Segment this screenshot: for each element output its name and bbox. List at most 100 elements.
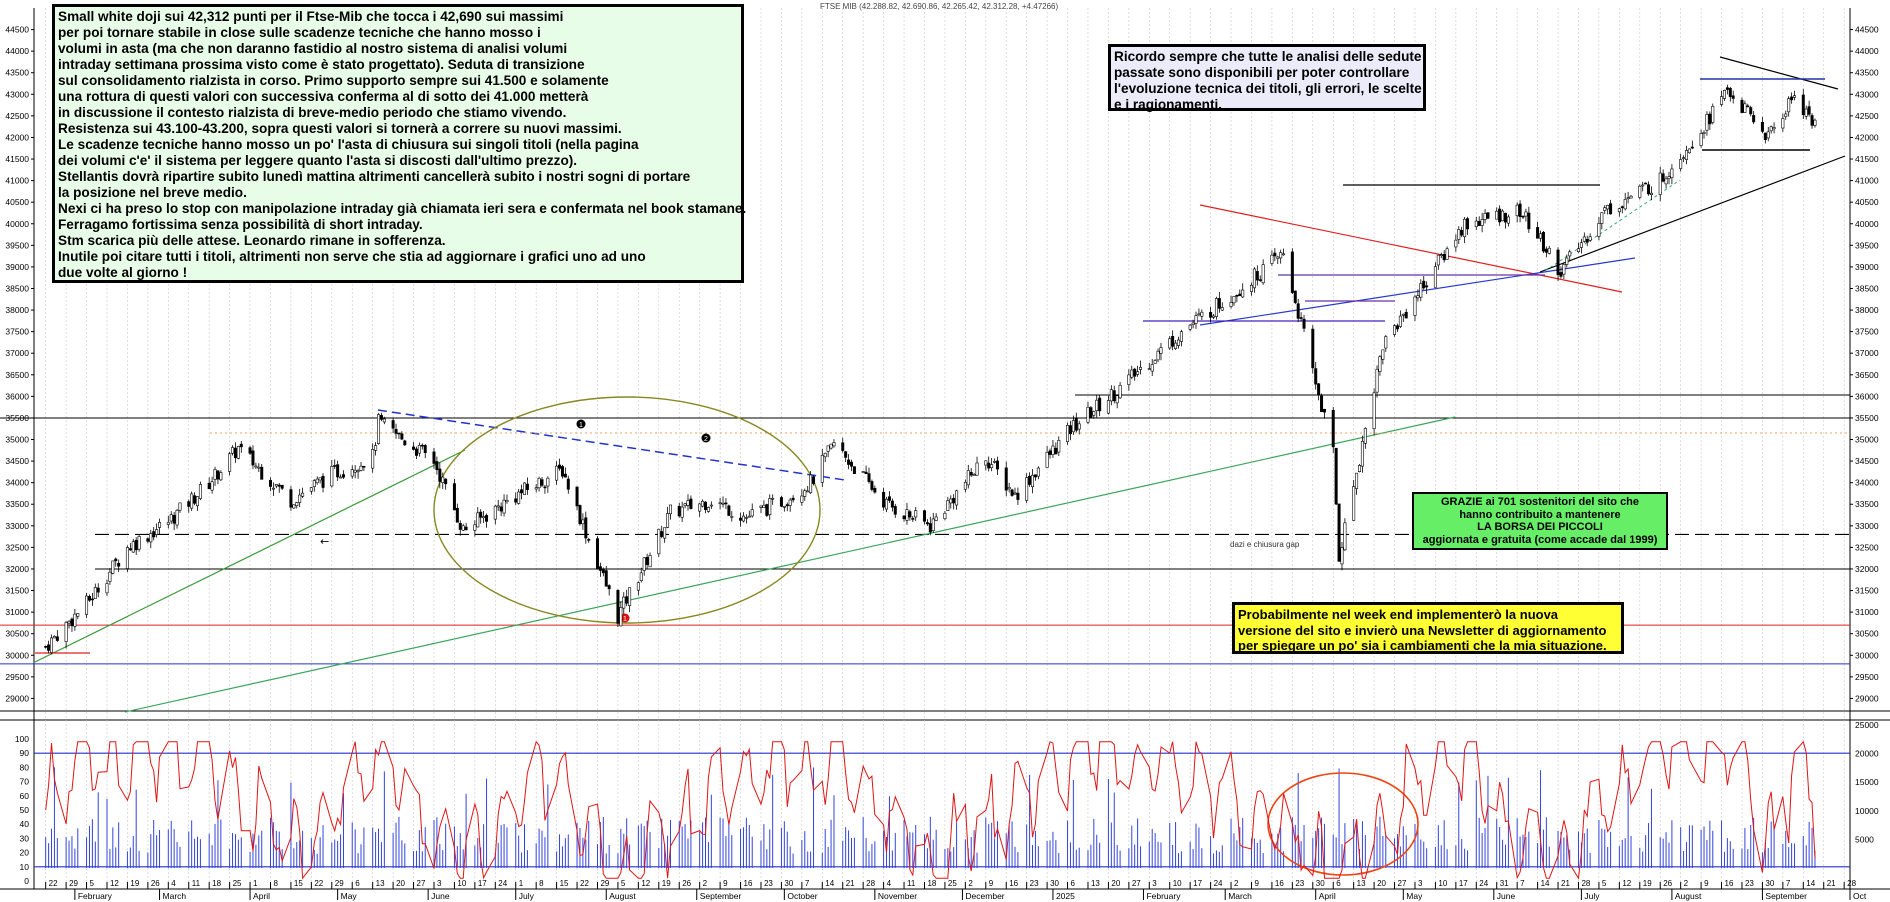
candle-body: [812, 476, 816, 484]
candle-body: [438, 468, 442, 482]
candle-body: [55, 636, 59, 641]
day-tick-label: 5: [90, 879, 95, 888]
price-tick-label-right: 32000: [1855, 564, 1879, 574]
candle-body: [1667, 176, 1671, 179]
main-note-line: Nexi ci ha preso lo stop con manipolazio…: [58, 201, 747, 216]
candle-body: [601, 568, 605, 574]
candle-body: [928, 523, 932, 533]
candle-body: [648, 555, 652, 568]
reminder-note-line: l'evoluzione tecnica dei titoli, gli err…: [1114, 81, 1422, 96]
candle-body: [1057, 439, 1061, 453]
candle-body: [946, 500, 950, 512]
oscillator-axis: 0 10 20 30 40 50 60 70 80 90 100: [15, 734, 1850, 886]
day-tick-label: 5: [1602, 879, 1607, 888]
candle-body: [721, 502, 725, 505]
candle-body: [1600, 212, 1604, 224]
candle-body: [829, 443, 833, 449]
oscillator-tick-label: 0: [24, 876, 29, 886]
main-note-line: Ferragamo fortissima senza possibilità d…: [58, 217, 423, 232]
candle-body: [233, 447, 237, 459]
candle-body: [50, 637, 54, 653]
candle-body: [193, 495, 197, 504]
month-label: July: [1584, 891, 1600, 901]
day-tick-label: 3: [1418, 879, 1423, 888]
candle-body: [680, 506, 684, 518]
candle-body: [750, 509, 754, 517]
candle-body: [108, 571, 112, 582]
candle-body: [1013, 492, 1017, 495]
day-tick-label: 2: [968, 879, 973, 888]
candle-body: [1483, 213, 1487, 220]
volume-bars: [45, 767, 1816, 868]
candle-body: [452, 483, 456, 511]
candle-body: [295, 502, 299, 507]
candle-body: [762, 504, 766, 509]
candle-body: [476, 512, 480, 528]
day-tick-label: 24: [498, 879, 507, 888]
candle-body: [479, 511, 483, 518]
candle-body: [254, 465, 258, 468]
candle-body: [1763, 132, 1767, 141]
candle-body: [800, 495, 804, 503]
candle-body: [339, 476, 343, 479]
candle-body: [1098, 397, 1102, 412]
candle-body: [213, 469, 217, 480]
candle-body: [885, 498, 889, 510]
candle-body: [514, 498, 518, 503]
candle-body: [441, 476, 445, 483]
candle-body: [1398, 315, 1402, 327]
month-label: March: [1228, 891, 1252, 901]
candle-body: [1647, 184, 1651, 195]
candle-body: [1725, 87, 1729, 90]
day-tick-label: 21: [1827, 879, 1836, 888]
candle-body: [666, 513, 670, 528]
candle-body: [1682, 157, 1686, 159]
candle-body: [1118, 384, 1122, 399]
candle-body: [689, 498, 693, 509]
candle-body: [966, 470, 970, 486]
candle-body: [1086, 406, 1090, 423]
candle-body: [397, 432, 401, 435]
candle-body: [1603, 207, 1607, 211]
price-tick-label-right: 30500: [1855, 629, 1879, 639]
candle-body: [1232, 296, 1236, 304]
candle-body: [125, 547, 129, 569]
day-tick-label: 22: [314, 879, 323, 888]
candle-body: [1395, 325, 1399, 330]
candle-body: [1807, 106, 1811, 115]
candle-body: [1556, 249, 1560, 276]
candle-body: [543, 486, 547, 489]
candle-body: [730, 516, 734, 518]
candle-body: [1585, 238, 1589, 243]
candle-body: [1463, 218, 1467, 238]
candle-body: [1209, 311, 1213, 318]
candle-body: [289, 489, 293, 508]
candle-body: [788, 499, 792, 506]
candle-body: [333, 465, 337, 467]
candle-body: [1212, 315, 1216, 318]
candle-body: [152, 531, 156, 538]
candle-body: [90, 598, 94, 601]
oscillator-tick-label: 70: [20, 777, 30, 787]
candle-body: [578, 505, 582, 525]
analysis-note: Small white doji sui 42,312 punti per il…: [52, 4, 747, 283]
month-label: September: [700, 891, 742, 901]
day-tick-label: 2: [1684, 879, 1689, 888]
candle-body: [260, 466, 264, 480]
update-note-line: versione del sito e invierò una Newslett…: [1238, 622, 1607, 638]
price-tick-label-left: 31000: [5, 607, 29, 617]
candle-body: [963, 482, 967, 490]
candle-body: [1197, 313, 1201, 316]
day-tick-label: 20: [1111, 879, 1120, 888]
candle-body: [1255, 271, 1259, 281]
day-tick-label: 6: [1336, 879, 1341, 888]
candle-body: [1661, 173, 1665, 182]
annotation-dazi: dazi e chiusura gap: [1230, 540, 1300, 549]
day-tick-label: 26: [1663, 879, 1672, 888]
candle-body: [70, 618, 74, 627]
candle-body: [1343, 522, 1347, 551]
price-tick-label-left: 40000: [5, 219, 29, 229]
day-tick-label: 16: [1725, 879, 1734, 888]
candle-body: [1658, 172, 1662, 195]
day-tick-label: 3: [1152, 879, 1157, 888]
